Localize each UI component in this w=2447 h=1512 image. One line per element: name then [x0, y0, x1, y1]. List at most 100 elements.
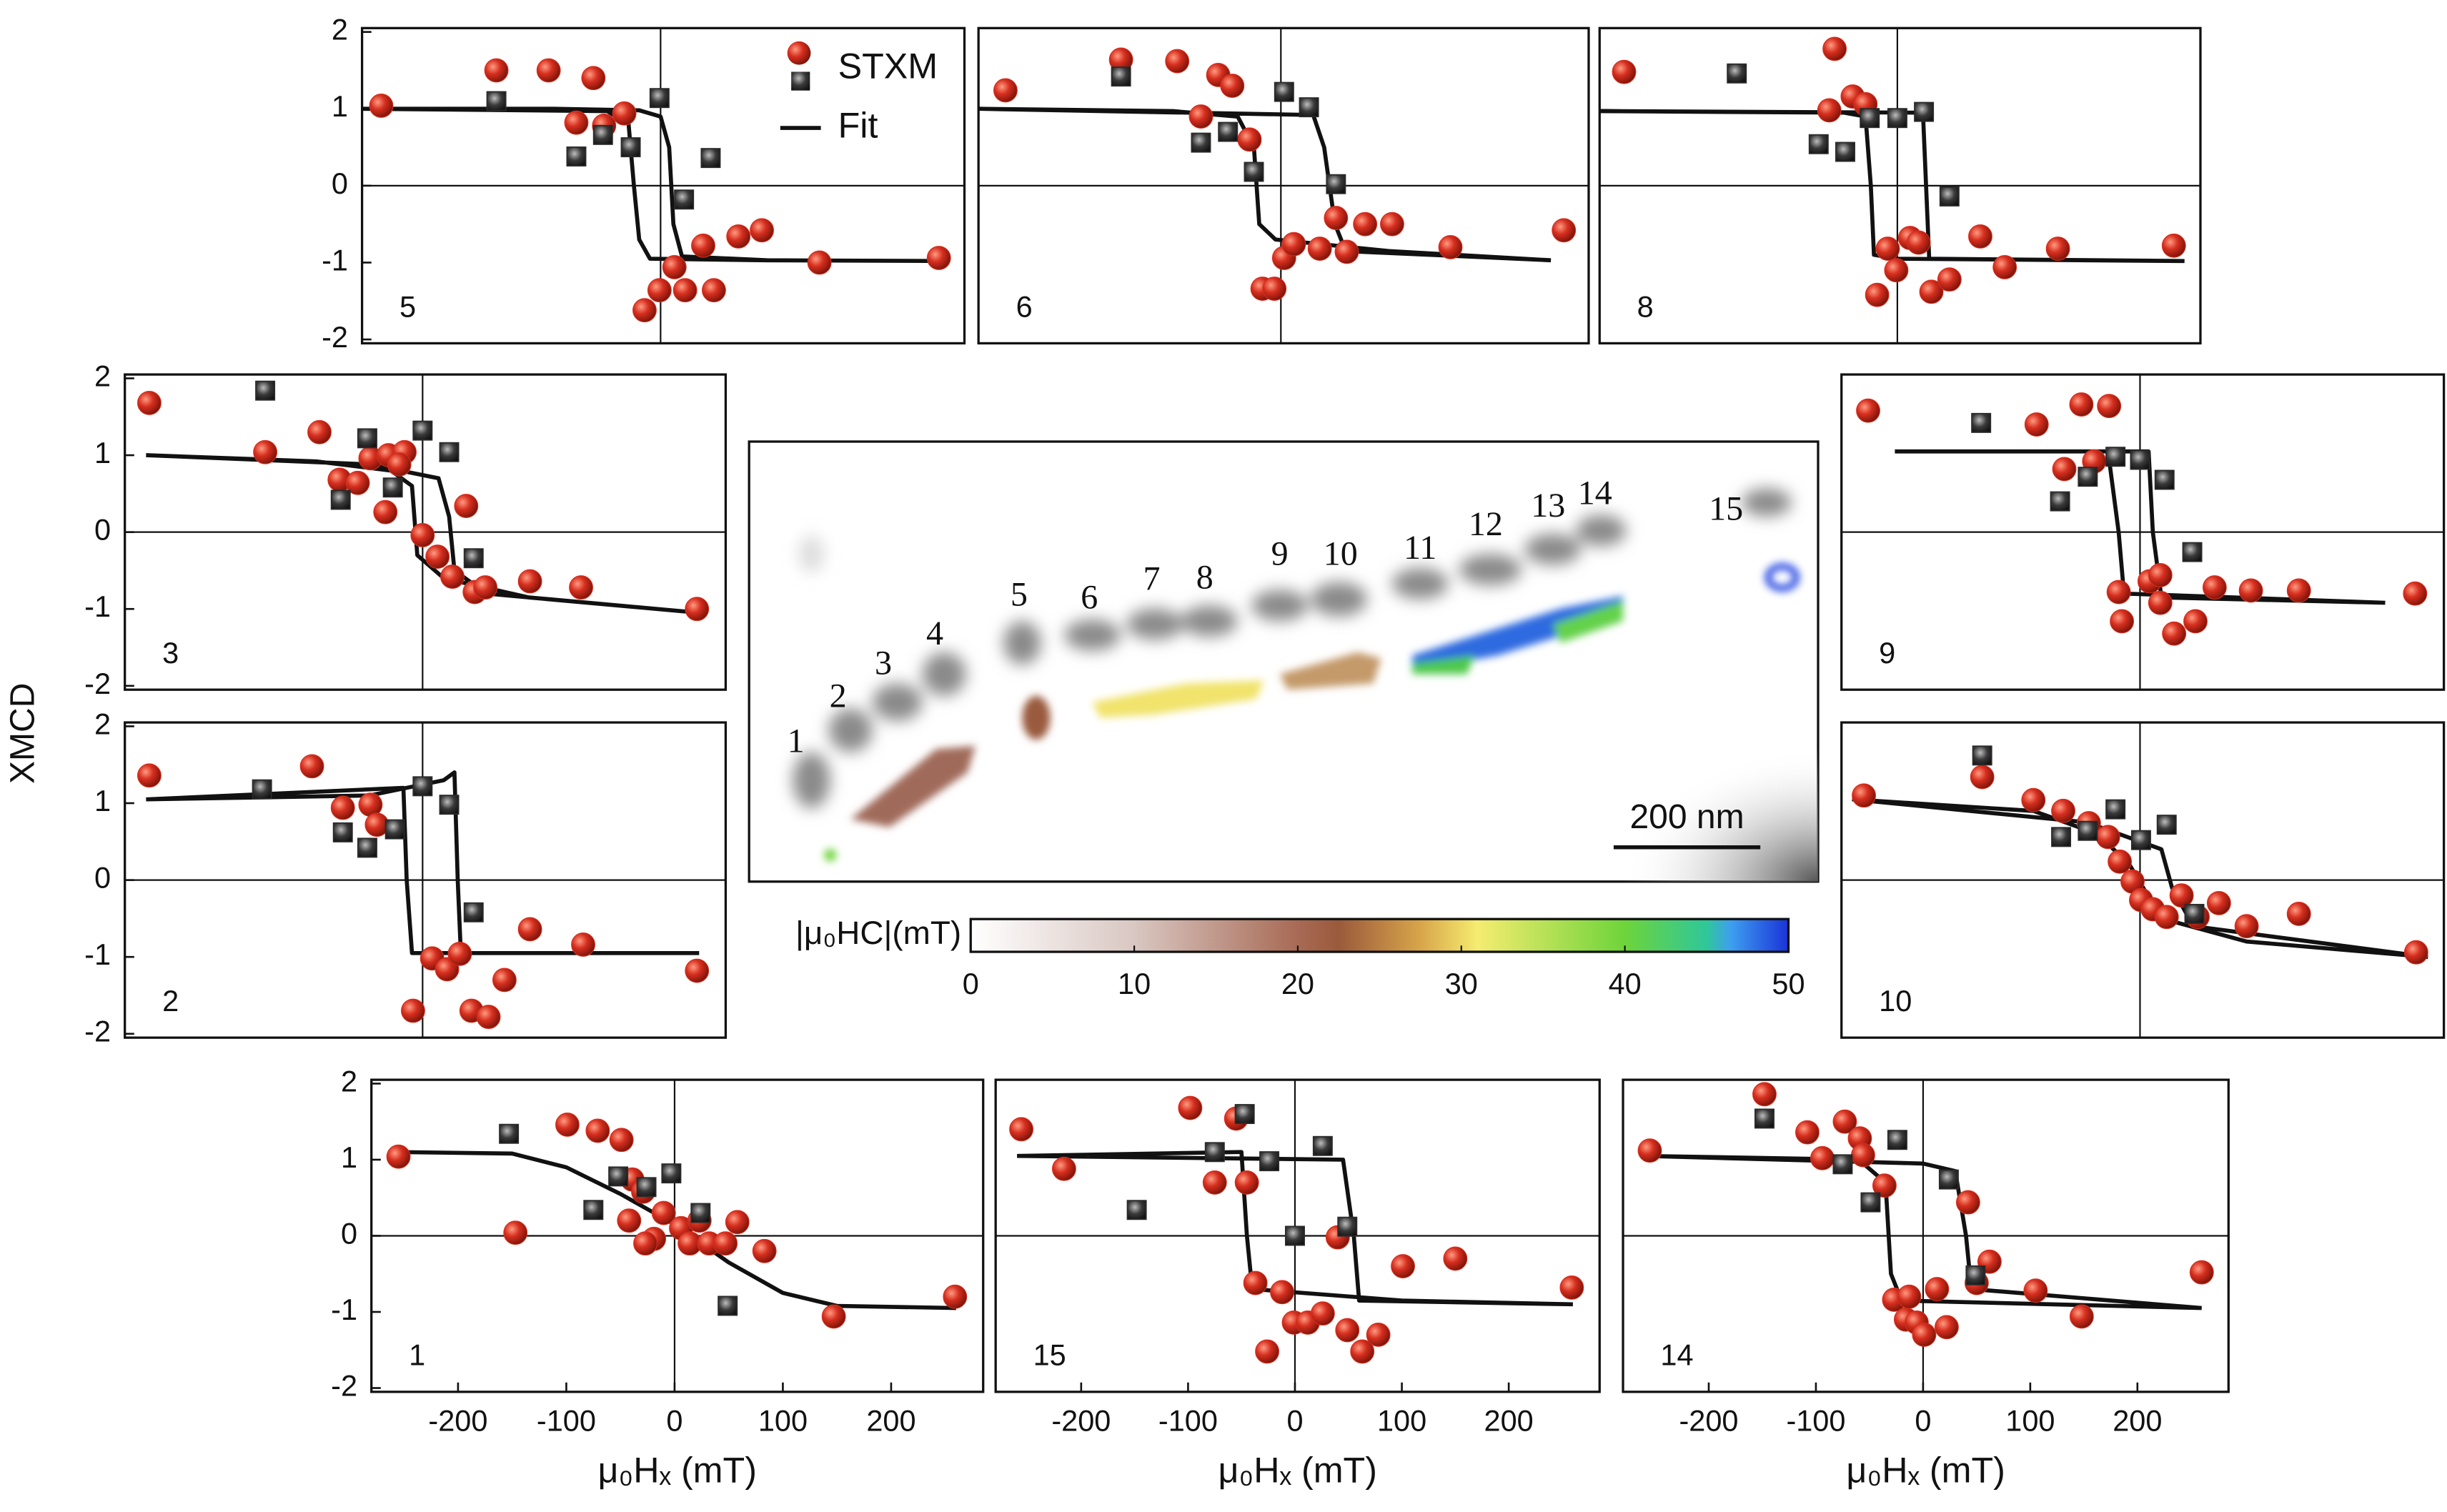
stxm-point — [1220, 74, 1245, 98]
legend-label: STXM — [838, 46, 938, 86]
stxm-point — [387, 452, 412, 477]
stxm-point — [425, 544, 450, 569]
stxm-point — [1243, 1270, 1268, 1295]
stxm-point — [2154, 905, 2179, 930]
square-point — [499, 1123, 520, 1144]
colorbar-label: |μ₀HC|(mT) — [795, 914, 961, 951]
particle-label: 3 — [875, 644, 892, 682]
square-point — [2184, 903, 2205, 924]
panel-label: 3 — [162, 636, 179, 670]
panel-label: 10 — [1879, 984, 1912, 1018]
stxm-point — [1438, 235, 1463, 259]
y-tick-label: -2 — [331, 1368, 357, 1402]
panel: -200 -100 0 100 200 μ₀Hₓ (mT) 15 — [994, 1078, 1601, 1491]
stxm-point — [1353, 212, 1378, 237]
x-tick-label: 0 — [1286, 1403, 1303, 1437]
stxm-point — [2183, 609, 2208, 634]
stxm-point — [943, 1284, 968, 1309]
square-point — [2182, 542, 2203, 562]
x-tick-label: 100 — [2005, 1403, 2055, 1437]
stxm-point — [2045, 237, 2070, 262]
colorbar-tick-label: 20 — [1281, 967, 1314, 1000]
panel-label: 8 — [1637, 289, 1654, 323]
square-point — [2050, 491, 2070, 512]
panel-label: 6 — [1016, 289, 1033, 323]
stxm-point — [1919, 279, 1944, 304]
stxm-point — [1817, 98, 1842, 123]
stxm-point — [2403, 581, 2428, 606]
stxm-point — [517, 917, 542, 942]
stxm-point — [1852, 783, 1876, 808]
stxm-point — [993, 78, 1018, 103]
stxm-point — [330, 795, 355, 820]
stxm-point — [1970, 765, 1995, 790]
y-tick-label: 1 — [332, 89, 348, 123]
stxm-point — [564, 110, 589, 135]
x-tick-label: -200 — [428, 1403, 487, 1437]
image-shadow — [1623, 749, 1818, 882]
legend-marker — [791, 71, 810, 91]
stxm-point — [617, 1208, 642, 1233]
stxm-point — [2162, 621, 2187, 646]
particle-label: 6 — [1081, 579, 1098, 617]
square-point — [690, 1203, 711, 1223]
square-point — [1299, 97, 1319, 118]
square-point — [412, 776, 433, 797]
y-tick-label: -2 — [322, 320, 348, 354]
y-tick-label: -2 — [84, 1015, 111, 1048]
legend-marker — [787, 41, 811, 65]
stxm-point — [1366, 1323, 1391, 1347]
stxm-point — [2161, 233, 2186, 258]
square-point — [700, 148, 721, 169]
stxm-point — [2069, 1304, 2094, 1329]
stxm-point — [1865, 282, 1890, 307]
square-point — [1754, 1108, 1775, 1129]
stxm-point — [1334, 239, 1359, 264]
square-point — [2156, 815, 2177, 835]
stxm-point — [2234, 914, 2259, 939]
square-point — [566, 146, 587, 166]
stxm-point — [581, 66, 606, 91]
stxm-point — [386, 1144, 411, 1169]
square-point — [463, 902, 484, 922]
stxm-point — [926, 246, 951, 270]
x-tick-label: -200 — [1051, 1403, 1111, 1437]
square-point — [1965, 1265, 1986, 1285]
stxm-point — [1795, 1120, 1820, 1145]
square-point — [2130, 830, 2151, 850]
stxm-point — [633, 1231, 657, 1256]
stxm-point — [137, 763, 162, 788]
stxm-point — [2148, 562, 2173, 587]
stxm-point — [1934, 1315, 1959, 1340]
particle-label: 12 — [1469, 505, 1503, 543]
fit-line — [362, 106, 949, 264]
stxm-point — [1324, 206, 1349, 230]
x-tick-label: 100 — [1377, 1403, 1426, 1437]
coercivity-map — [823, 563, 1800, 862]
x-tick-label: 200 — [866, 1403, 915, 1437]
square-point — [1887, 108, 1907, 129]
stxm-point — [373, 499, 398, 524]
square-point — [1326, 174, 1346, 194]
y-tick-label: -1 — [84, 590, 111, 623]
stxm-point — [1992, 254, 2017, 279]
x-tick-label: 100 — [758, 1403, 808, 1437]
stxm-point — [1897, 1284, 1922, 1309]
y-tick-label: 1 — [94, 436, 111, 469]
panel: 6 — [977, 26, 1590, 345]
panel: -2 -1 0 1 2 -200 -100 0 100 200 μ₀Hₓ (mT) 1 — [331, 1064, 985, 1491]
square-point — [463, 548, 484, 569]
stxm-point — [1955, 1190, 1980, 1215]
particle-label: 4 — [926, 615, 943, 652]
y-tick-label: 0 — [332, 166, 348, 200]
particle-label: 10 — [1324, 535, 1358, 573]
stxm-point — [1559, 1275, 1584, 1300]
square-point — [1204, 1142, 1225, 1163]
stxm-point — [2097, 394, 2122, 419]
stxm-point — [1310, 1301, 1335, 1326]
square-point — [439, 795, 460, 815]
y-tick-label: 2 — [332, 13, 348, 46]
stxm-point — [447, 941, 472, 966]
